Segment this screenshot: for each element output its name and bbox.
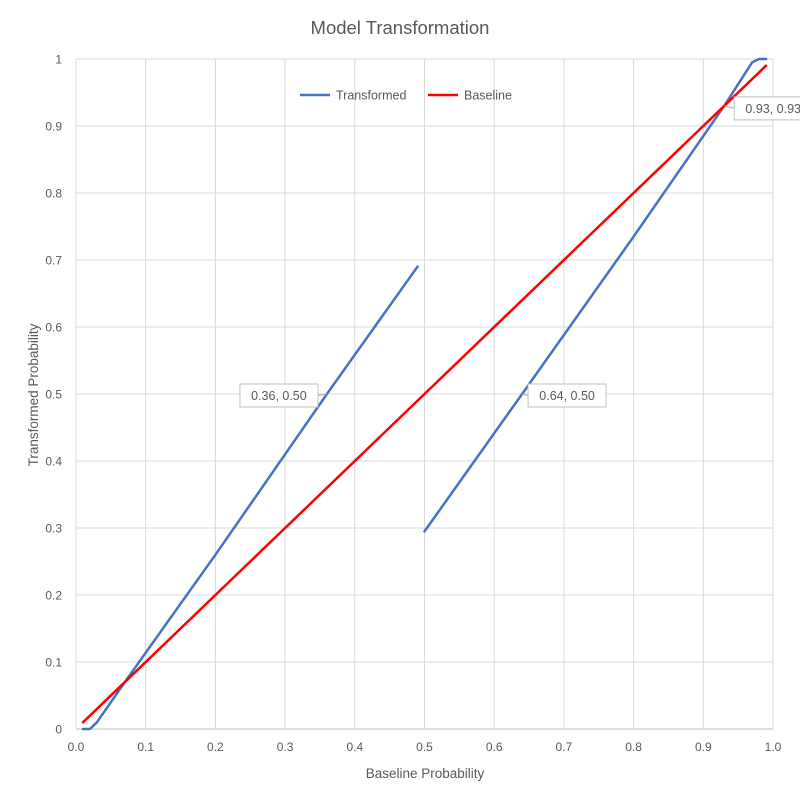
y-tick-label: 0.6: [45, 321, 62, 335]
data-label-text: 0.64, 0.50: [539, 389, 595, 403]
legend-label-baseline: Baseline: [464, 89, 512, 103]
y-tick-label: 0.4: [45, 455, 62, 469]
x-tick-label: 0.5: [416, 740, 433, 754]
y-tick-label: 0.7: [45, 254, 62, 268]
axes: [75, 59, 773, 730]
x-axis-ticks: 0.0 0.1 0.2 0.3 0.4 0.5 0.6 0.7 0.8 0.9 1.0: [68, 740, 782, 754]
y-tick-label: 0.3: [45, 522, 62, 536]
x-axis-title: Baseline Probability: [366, 766, 485, 781]
data-label-text: 0.36, 0.50: [251, 389, 307, 403]
chart-title: Model Transformation: [311, 17, 490, 38]
x-tick-label: 0.8: [625, 740, 642, 754]
legend: Transformed Baseline: [300, 89, 512, 103]
y-axis-title: Transformed Probability: [26, 323, 41, 466]
y-tick-label: 0.8: [45, 187, 62, 201]
y-tick-label: 0.2: [45, 589, 62, 603]
x-tick-label: 0.3: [277, 740, 294, 754]
x-tick-label: 1.0: [765, 740, 782, 754]
x-tick-label: 0.4: [346, 740, 363, 754]
y-axis-ticks: 0 0.1 0.2 0.3 0.4 0.5 0.6 0.7 0.8 0.9 1: [45, 53, 62, 737]
data-label-leader: [317, 393, 328, 396]
data-label-box: [239, 383, 319, 408]
x-tick-label: 0.1: [137, 740, 154, 754]
series-line-transformed: [81, 265, 419, 731]
x-tick-label: 0.9: [695, 740, 712, 754]
legend-label-transformed: Transformed: [336, 89, 406, 103]
y-tick-label: 0.5: [45, 388, 62, 402]
x-tick-label: 0.6: [486, 740, 503, 754]
y-tick-label: 0.9: [45, 120, 62, 134]
series-line-baseline: [81, 64, 768, 724]
data-label: 0.93, 0.93: [724, 96, 800, 121]
x-tick-label: 0.2: [207, 740, 224, 754]
y-tick-label: 0.1: [45, 656, 62, 670]
data-label-box: [527, 383, 607, 408]
data-label-leader: [724, 105, 735, 109]
data-label: 0.36, 0.50: [239, 383, 328, 408]
data-label: 0.64, 0.50: [521, 383, 607, 408]
annotations: 0.36, 0.50 0.64, 0.50 0.93, 0.93: [239, 96, 800, 408]
data-label-text: 0.93, 0.93: [745, 102, 800, 116]
data-label-box: [733, 96, 800, 121]
x-tick-label: 0.7: [556, 740, 573, 754]
y-tick-label: 0: [55, 723, 62, 737]
data-label-leader: [521, 393, 529, 396]
x-tick-label: 0.0: [68, 740, 85, 754]
y-tick-label: 1: [55, 53, 62, 67]
